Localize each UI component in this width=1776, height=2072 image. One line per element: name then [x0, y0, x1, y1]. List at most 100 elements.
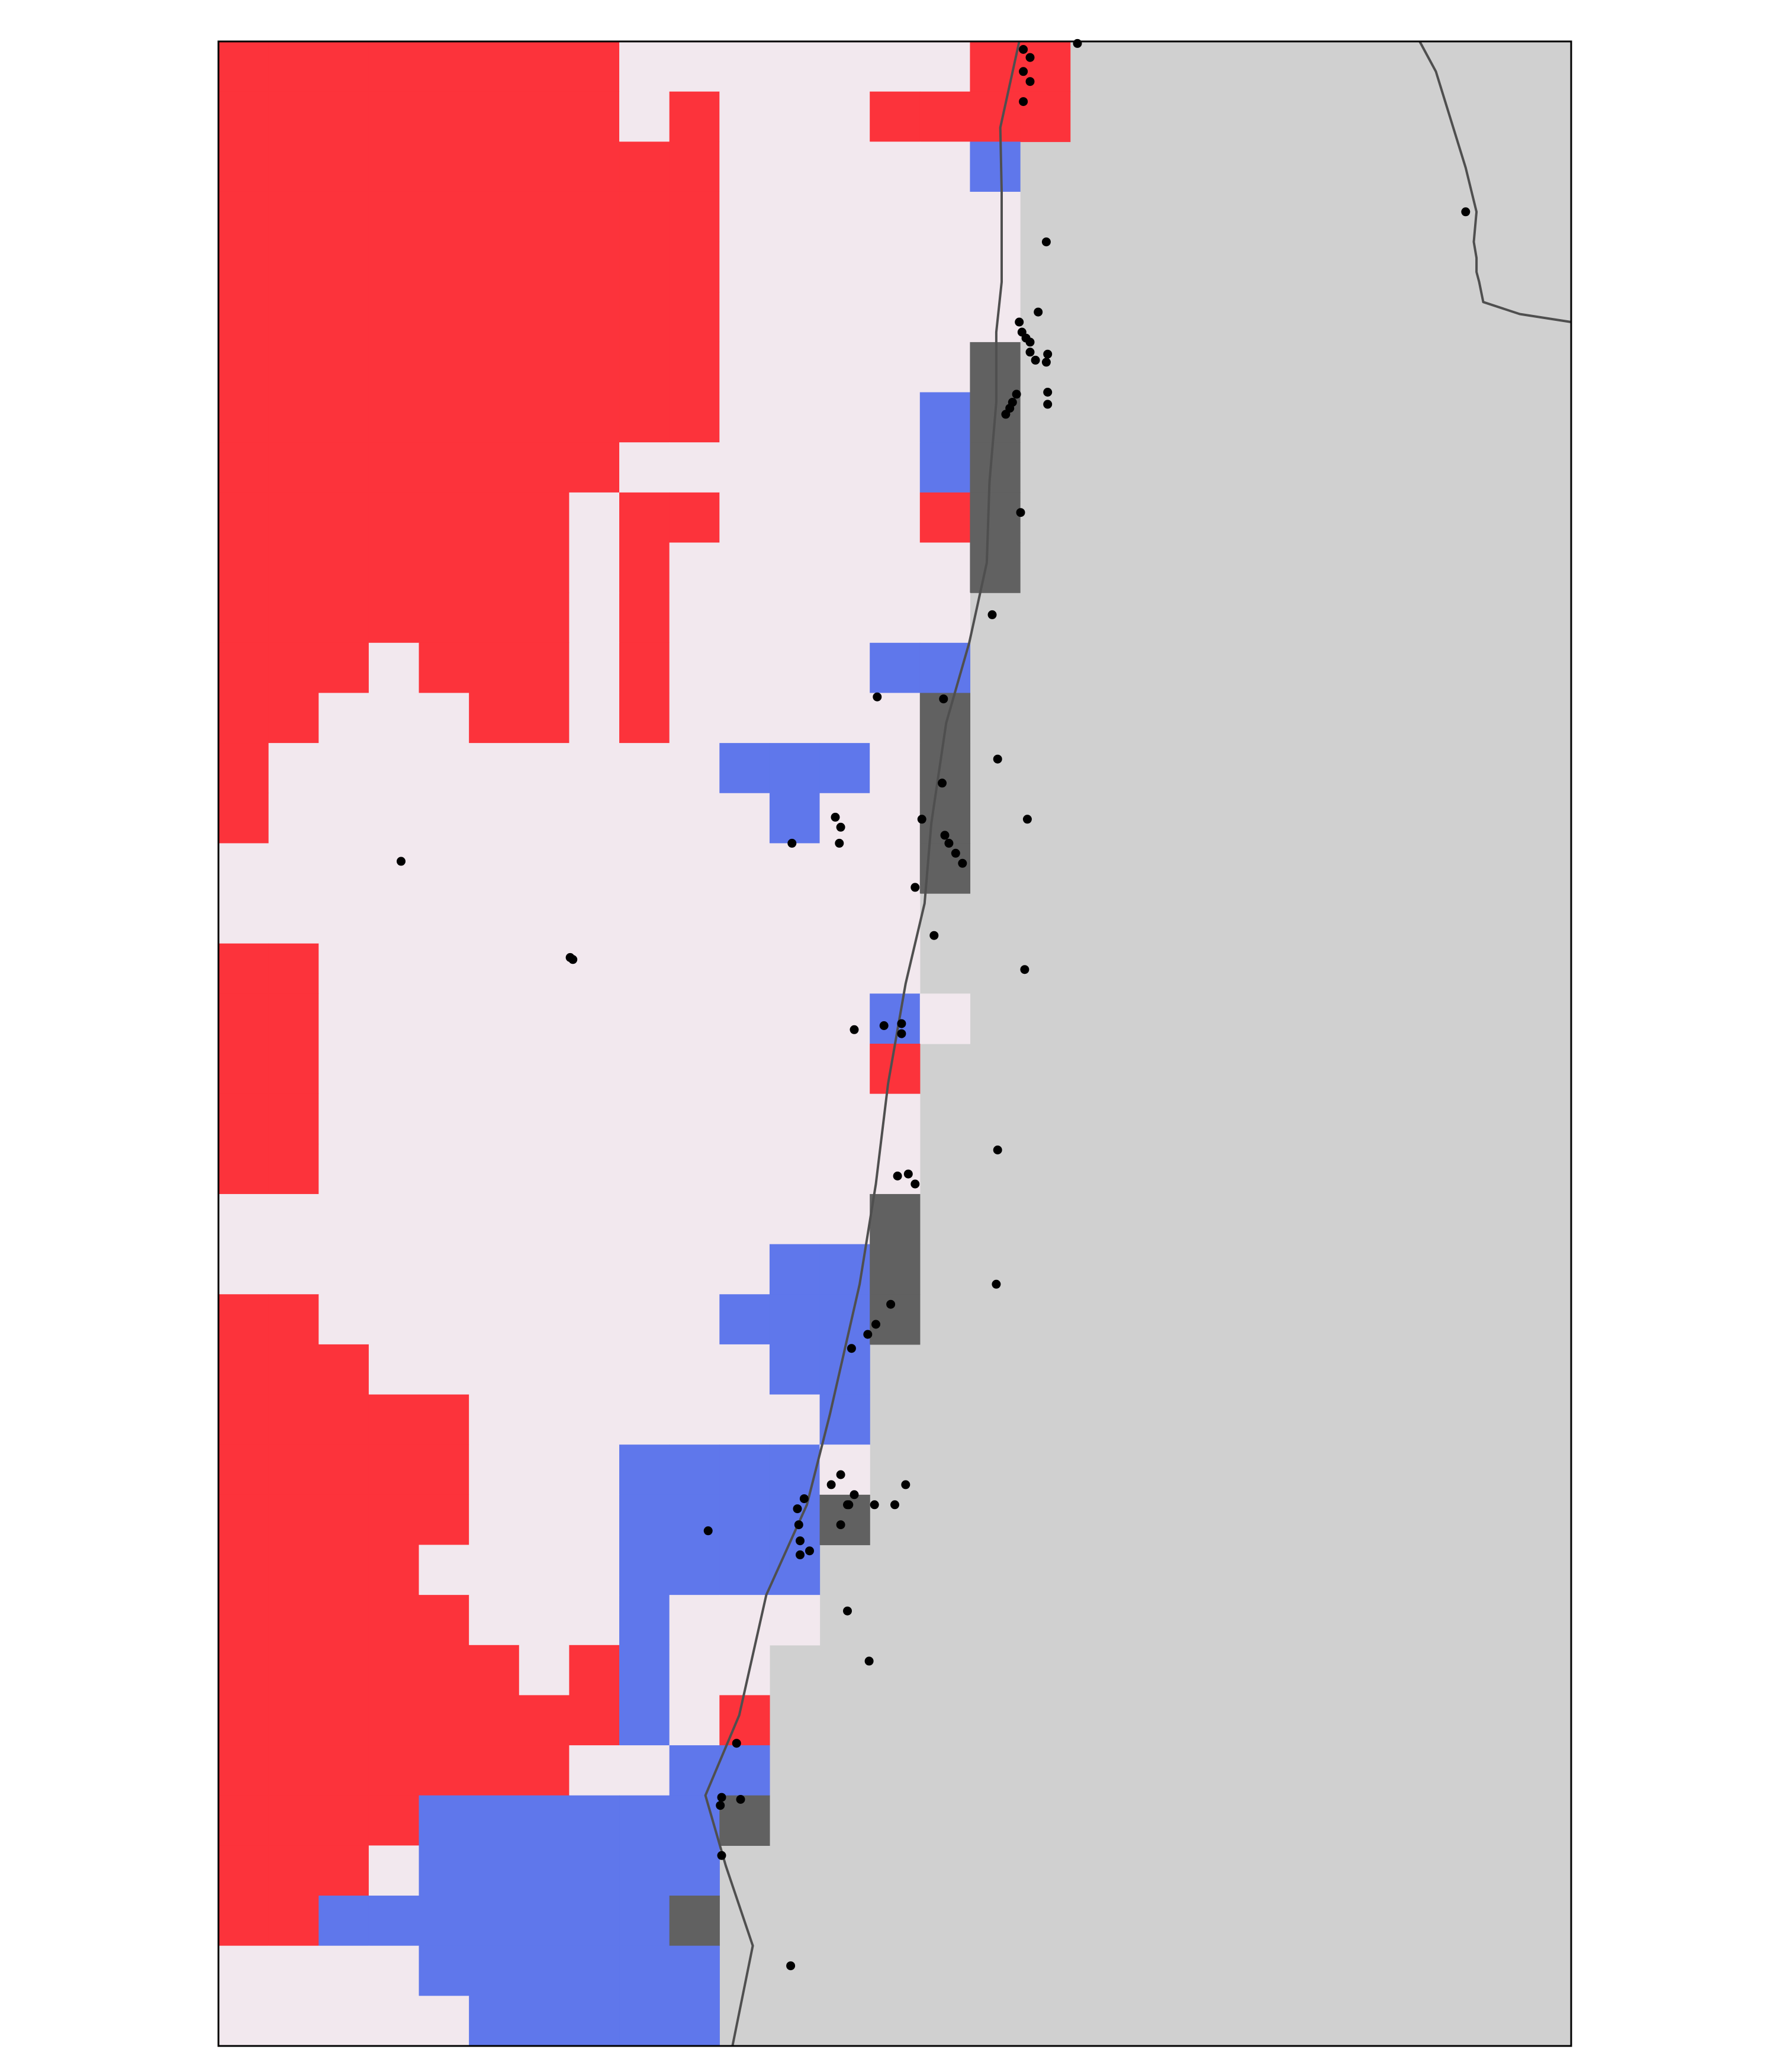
grid-cell-red [268, 593, 319, 644]
location-point [397, 857, 406, 866]
grid-cell-pink [569, 1394, 620, 1445]
grid-cell-pink [819, 141, 870, 192]
grid-cell-red [368, 292, 420, 343]
grid-cell-pink [619, 442, 670, 493]
grid-cell-red [619, 342, 670, 393]
grid-cell-pink [619, 943, 670, 994]
grid-cell-pink [819, 943, 870, 994]
grid-cell-red [569, 342, 620, 393]
grid-cell-red [519, 392, 570, 443]
grid-cell-pink [519, 843, 570, 894]
grid-cell-blue [819, 743, 870, 794]
grid-cell-red [218, 743, 269, 794]
grid-cell-masked [719, 1795, 770, 1846]
location-point [951, 848, 960, 858]
grid-cell-pink [318, 693, 369, 744]
grid-cell-red [318, 1745, 369, 1796]
grid-cell-pink [919, 342, 971, 393]
grid-cell-pink [368, 1344, 420, 1395]
grid-cell-pink [870, 593, 921, 644]
grid-cell-pink [318, 743, 369, 794]
location-point [1015, 317, 1024, 327]
grid-cell-pink [469, 1344, 520, 1395]
grid-cell-pink [268, 1996, 319, 2047]
grid-cell-pink [619, 1294, 670, 1345]
grid-cell-pink [669, 1595, 720, 1646]
grid-cell-red [569, 392, 620, 443]
grid-cell-pink [819, 1044, 870, 1095]
grid-cell-red [970, 41, 1021, 92]
location-point [1012, 390, 1021, 399]
grid-cell-blue [769, 1344, 821, 1395]
grid-cell-pink [268, 793, 319, 844]
grid-cell-red [268, 1595, 319, 1646]
grid-cell-red [1020, 91, 1071, 142]
location-point [944, 838, 954, 848]
grid-cell-red [469, 91, 520, 142]
grid-cell-blue [619, 1945, 670, 1996]
grid-cell-red [318, 141, 369, 192]
grid-cell-pink [519, 1494, 570, 1546]
grid-cell-blue [469, 1945, 520, 1996]
grid-cell-pink [919, 191, 971, 243]
grid-cell-red [669, 492, 720, 543]
grid-cell-blue [619, 1695, 670, 1746]
grid-cell-pink [669, 1645, 720, 1696]
grid-cell-red [218, 392, 269, 443]
grid-cell-red [719, 1695, 770, 1746]
grid-cell-pink [819, 1193, 870, 1245]
grid-cell-pink [569, 542, 620, 593]
grid-cell-pink [669, 1193, 720, 1245]
grid-cell-pink [469, 893, 520, 944]
location-point [703, 1526, 713, 1536]
grid-cell-pink [819, 542, 870, 593]
grid-cell-pink [469, 843, 520, 894]
grid-cell-red [268, 141, 319, 192]
grid-cell-red [318, 292, 369, 343]
grid-cell-pink [519, 1144, 570, 1195]
grid-cell-pink [870, 141, 921, 192]
grid-cell-pink [819, 442, 870, 493]
grid-cell-red [469, 442, 520, 493]
grid-cell-pink [819, 41, 870, 92]
grid-cell-pink [769, 1044, 821, 1095]
grid-cell-pink [619, 993, 670, 1044]
grid-cell-pink [769, 442, 821, 493]
grid-cell-pink [419, 1294, 469, 1345]
grid-cell-red [218, 492, 269, 543]
grid-cell-pink [218, 1193, 269, 1245]
location-point [850, 1025, 859, 1034]
grid-cell-blue [619, 1845, 670, 1896]
grid-cell-red [469, 693, 520, 744]
grid-cell-red [268, 442, 319, 493]
grid-cell-red [619, 392, 670, 443]
grid-cell-pink [870, 292, 921, 343]
grid-cell-pink [819, 492, 870, 543]
grid-cell-red [268, 642, 319, 694]
location-point [1041, 358, 1051, 367]
grid-cell-blue [669, 1444, 720, 1495]
location-point [568, 955, 578, 964]
grid-cell-pink [368, 743, 420, 794]
grid-cell-pink [719, 392, 770, 443]
grid-cell-red [619, 191, 670, 243]
grid-cell-red [469, 1745, 520, 1796]
grid-cell-red [519, 41, 570, 92]
grid-cell-pink [719, 542, 770, 593]
location-point [992, 1279, 1001, 1289]
location-point [717, 1851, 726, 1860]
grid-cell-pink [719, 993, 770, 1044]
grid-cell-red [218, 1394, 269, 1445]
country-border [1418, 41, 1572, 323]
grid-cell-pink [569, 943, 620, 994]
grid-cell-red [218, 91, 269, 142]
grid-cell-pink [519, 1595, 570, 1646]
location-point [864, 1656, 874, 1666]
grid-cell-red [569, 91, 620, 142]
grid-cell-blue [769, 793, 821, 844]
grid-cell-pink [870, 542, 921, 593]
grid-cell-pink [619, 1344, 670, 1395]
grid-cell-red [218, 1494, 269, 1546]
grid-cell-red [669, 392, 720, 443]
grid-cell-pink [769, 492, 821, 543]
